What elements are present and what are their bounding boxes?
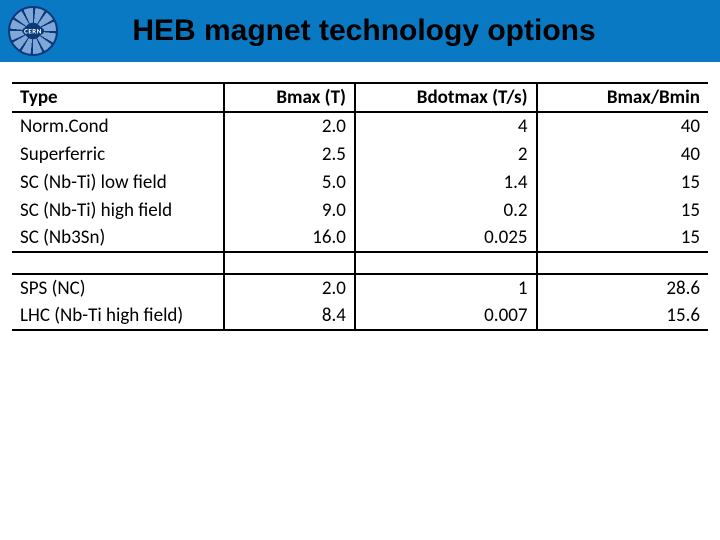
cell-bmax: 16.0 xyxy=(224,224,355,252)
cell-ratio: 15 xyxy=(537,196,709,224)
table-row: SC (Nb-Ti) low field 5.0 1.4 15 xyxy=(12,168,708,196)
table-row: Norm.Cond 2.0 4 40 xyxy=(12,112,708,140)
table-container: Type Bmax (T) Bdotmax (T/s) Bmax/Bmin No… xyxy=(0,62,720,331)
table-row: LHC (Nb-Ti high field) 8.4 0.007 15.6 xyxy=(12,302,708,330)
col-header-ratio: Bmax/Bmin xyxy=(537,83,709,112)
cell-bmax: 2.0 xyxy=(224,112,355,140)
cell-bmax: 2.0 xyxy=(224,274,355,302)
cell-bmax: 8.4 xyxy=(224,302,355,330)
cell-type: Superferric xyxy=(12,140,224,168)
title-banner: HEB magnet technology options xyxy=(0,0,720,62)
cern-logo-icon xyxy=(8,6,58,56)
table-row: SPS (NC) 2.0 1 28.6 xyxy=(12,274,708,302)
cell-type: LHC (Nb-Ti high field) xyxy=(12,302,224,330)
cell-type: Norm.Cond xyxy=(12,112,224,140)
cell-ratio: 40 xyxy=(537,140,709,168)
slide-title: HEB magnet technology options xyxy=(58,14,720,48)
col-header-type: Type xyxy=(12,83,224,112)
cell-type: SC (Nb3Sn) xyxy=(12,224,224,252)
magnet-options-table: Type Bmax (T) Bdotmax (T/s) Bmax/Bmin No… xyxy=(12,82,708,331)
cell-empty xyxy=(12,252,224,274)
cell-ratio: 15 xyxy=(537,224,709,252)
table-separator-row xyxy=(12,252,708,274)
cell-bdot: 0.2 xyxy=(355,196,537,224)
cell-empty xyxy=(355,252,537,274)
cell-bdot: 1.4 xyxy=(355,168,537,196)
cell-ratio: 15 xyxy=(537,168,709,196)
table-row: SC (Nb3Sn) 16.0 0.025 15 xyxy=(12,224,708,252)
cell-type: SPS (NC) xyxy=(12,274,224,302)
cell-bdot: 4 xyxy=(355,112,537,140)
col-header-bdotmax: Bdotmax (T/s) xyxy=(355,83,537,112)
cell-ratio: 28.6 xyxy=(537,274,709,302)
cell-type: SC (Nb-Ti) low field xyxy=(12,168,224,196)
cell-type: SC (Nb-Ti) high field xyxy=(12,196,224,224)
cell-bdot: 0.007 xyxy=(355,302,537,330)
cell-ratio: 40 xyxy=(537,112,709,140)
cell-empty xyxy=(224,252,355,274)
table-row: Superferric 2.5 2 40 xyxy=(12,140,708,168)
table-header-row: Type Bmax (T) Bdotmax (T/s) Bmax/Bmin xyxy=(12,83,708,112)
cell-empty xyxy=(537,252,709,274)
cell-bdot: 2 xyxy=(355,140,537,168)
cell-bmax: 9.0 xyxy=(224,196,355,224)
cell-bdot: 0.025 xyxy=(355,224,537,252)
cell-bdot: 1 xyxy=(355,274,537,302)
cell-bmax: 2.5 xyxy=(224,140,355,168)
cell-ratio: 15.6 xyxy=(537,302,709,330)
cell-bmax: 5.0 xyxy=(224,168,355,196)
table-row: SC (Nb-Ti) high field 9.0 0.2 15 xyxy=(12,196,708,224)
col-header-bmax: Bmax (T) xyxy=(224,83,355,112)
